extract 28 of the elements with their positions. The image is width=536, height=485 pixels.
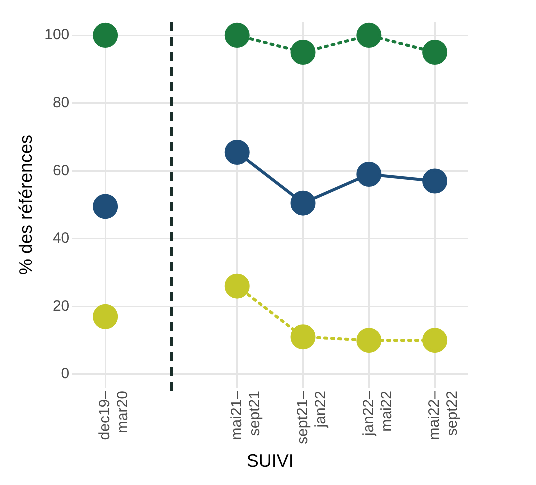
y-tick-label: 40	[52, 230, 70, 248]
x-tick-label: mai21–sept21	[228, 390, 264, 440]
point	[93, 194, 118, 220]
point	[356, 328, 382, 354]
y-tick-label: 20	[52, 298, 70, 315]
x-tick-label: mai22–sept22	[426, 390, 462, 440]
y-tick-label: 60	[52, 162, 70, 180]
point	[224, 274, 250, 299]
point	[422, 328, 448, 354]
x-tick-label: dec19–mar20	[96, 390, 132, 440]
point	[422, 168, 448, 194]
point	[224, 140, 250, 165]
y-axis-title: % des références	[16, 134, 36, 276]
x-tick-label: jan22–mai22	[360, 390, 396, 438]
point	[290, 190, 316, 216]
point	[290, 324, 316, 350]
x-axis-title: SUIVI	[246, 451, 294, 472]
point	[93, 23, 118, 48]
y-tick-label: 80	[52, 94, 70, 112]
y-tick-label: 0	[61, 366, 70, 383]
point	[422, 40, 448, 65]
point	[356, 162, 382, 188]
x-tick-label: sept21–jan22	[294, 390, 330, 444]
point	[93, 304, 118, 330]
point	[356, 23, 382, 48]
point	[290, 40, 316, 65]
point	[224, 23, 250, 48]
y-tick-label: 100	[44, 26, 70, 44]
